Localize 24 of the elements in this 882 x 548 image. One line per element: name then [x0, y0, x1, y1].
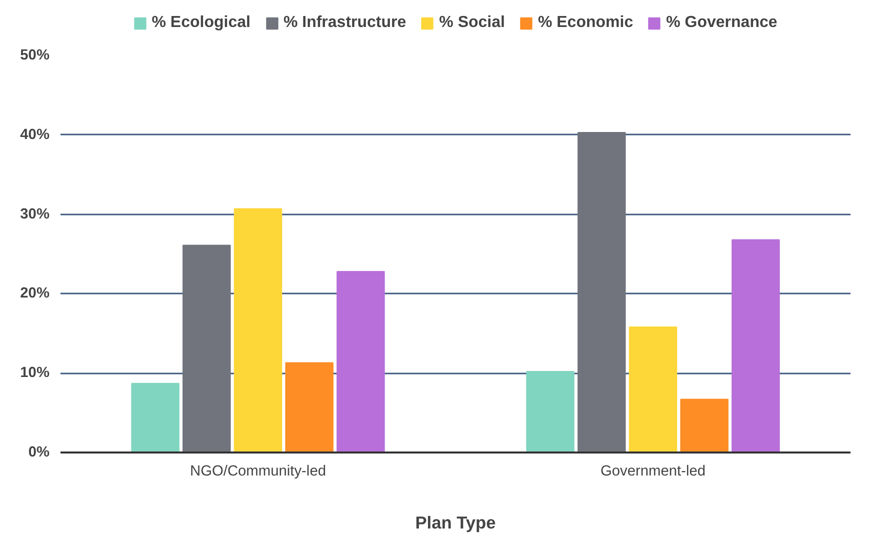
bar: [234, 208, 282, 452]
bar: [285, 362, 334, 452]
y-tick-label: 20%: [20, 286, 50, 302]
legend-label: % Economic: [538, 14, 634, 32]
legend-label: % Social: [439, 14, 505, 32]
y-tick-label: 10%: [20, 365, 50, 382]
legend-label: % Ecological: [152, 14, 250, 32]
bar: [526, 371, 574, 452]
bar: [336, 270, 385, 452]
x-tick-label: Government-led: [600, 464, 706, 480]
legend-label: % Governance: [666, 14, 778, 32]
x-tick-label: NGO/Community-led: [190, 464, 326, 480]
bar: [732, 239, 780, 452]
y-tick-label: 0%: [28, 444, 50, 460]
x-axis-title: Plan Type: [415, 512, 496, 532]
legend-label: % Infrastructure: [283, 14, 406, 32]
y-tick-label: 50%: [20, 48, 50, 64]
bar: [628, 326, 678, 452]
bar: [182, 244, 231, 452]
y-tick-label: 30%: [20, 206, 50, 222]
bar: [131, 382, 180, 452]
bar: [578, 132, 626, 452]
y-tick-label: 40%: [20, 126, 50, 143]
bar: [680, 398, 728, 452]
